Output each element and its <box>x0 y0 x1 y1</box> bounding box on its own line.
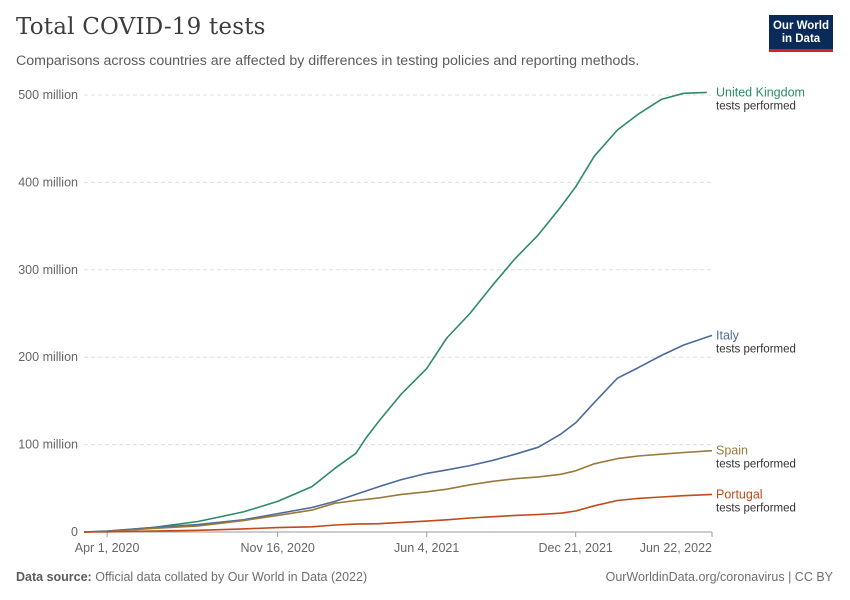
x-axis: Apr 1, 2020 Nov 16, 2020 Jun 4, 2021 Dec 21… <box>75 531 713 555</box>
x-tick-label: Jun 4, 2021 <box>394 541 459 555</box>
data-source-label: Data source: <box>16 570 92 584</box>
y-tick-label: 400 million <box>18 175 78 189</box>
series-label-name: Italy <box>716 328 740 342</box>
y-tick-label: 200 million <box>18 350 78 364</box>
series-label-sub: tests performed <box>716 100 796 112</box>
footer-link[interactable]: OurWorldinData.org/coronavirus | CC BY <box>605 570 833 584</box>
x-tick-label: Nov 16, 2020 <box>241 541 315 555</box>
series-line-portugal[interactable] <box>83 493 713 533</box>
x-tick-label: Dec 21, 2021 <box>538 541 612 555</box>
y-tick-label: 100 million <box>18 438 78 452</box>
series-lines <box>83 91 713 533</box>
data-source: Data source: Official data collated by O… <box>16 570 367 584</box>
series-line-italy[interactable] <box>83 334 713 533</box>
y-tick-label: 500 million <box>18 88 78 102</box>
grid-lines <box>84 94 712 446</box>
series-label-sub: tests performed <box>716 502 796 514</box>
series-label-name: Portugal <box>716 487 763 501</box>
logo-line-1: Our World <box>772 20 829 32</box>
series-line-united-kingdom[interactable] <box>83 91 707 533</box>
logo-line-2: in Data <box>781 33 821 45</box>
y-tick-label: 0 <box>71 525 78 539</box>
chart-title: Total COVID-19 tests <box>16 14 266 40</box>
x-tick-label: Apr 1, 2020 <box>75 541 140 555</box>
series-label-name: Spain <box>716 444 748 458</box>
data-source-text[interactable]: Official data collated by Our World in D… <box>95 570 368 584</box>
series-label-sub: tests performed <box>716 459 796 471</box>
y-axis: 0 100 million 200 million 300 million 400 mi… <box>18 88 78 539</box>
series-label-sub: tests performed <box>716 343 796 355</box>
series-label-name: United Kingdom <box>716 85 805 99</box>
y-tick-label: 300 million <box>18 263 78 277</box>
series-line-spain[interactable] <box>83 449 713 533</box>
x-tick-label: Jun 22, 2022 <box>640 541 712 555</box>
chart-subtitle: Comparisons across countries are affecte… <box>16 53 640 69</box>
owid-logo[interactable]: Our World in Data <box>769 15 833 52</box>
